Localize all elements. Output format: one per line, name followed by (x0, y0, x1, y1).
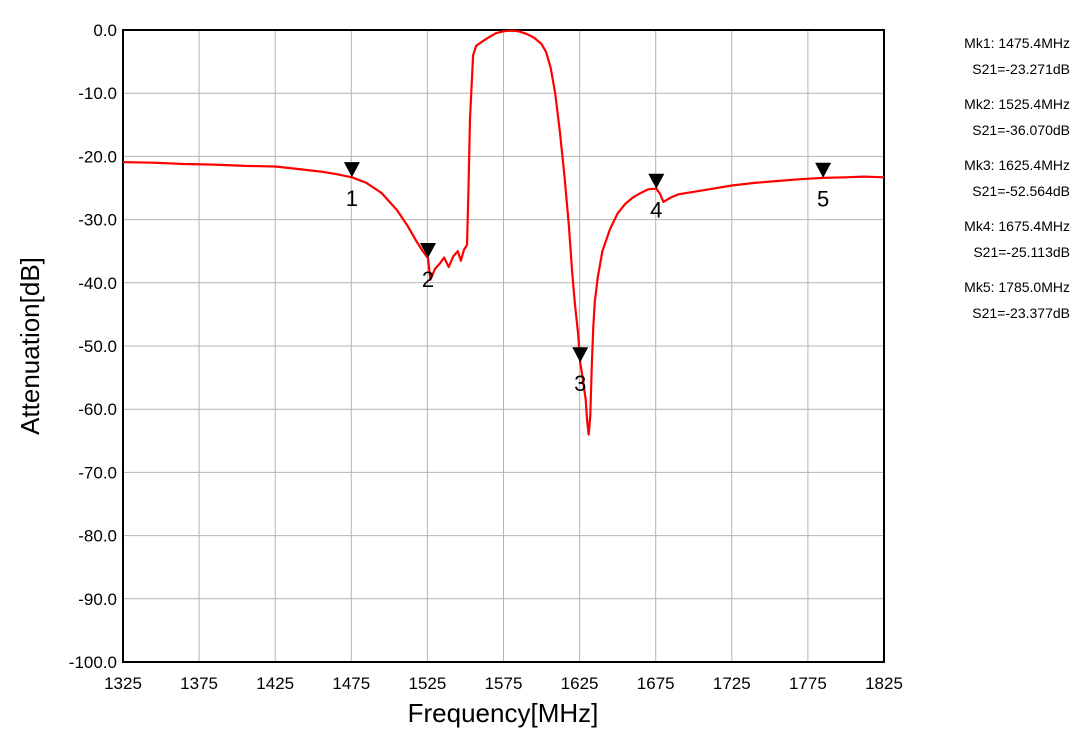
y-axis-title: Attenuation[dB] (15, 257, 45, 435)
y-tick-label: -70.0 (78, 463, 117, 482)
y-tick-label: -40.0 (78, 274, 117, 293)
readout-frequency: Mk2: 1525.4MHz (964, 96, 1070, 112)
marker-readouts: Mk1: 1475.4MHz S21=-23.271dB Mk2: 1525.4MH… (964, 35, 1070, 321)
marker-triangle (648, 173, 665, 189)
marker-label: 3 (574, 371, 586, 396)
readout-frequency: Mk3: 1625.4MHz (964, 157, 1070, 173)
readout-frequency: Mk4: 1675.4MHz (964, 218, 1070, 234)
x-tick-label: 1525 (408, 674, 446, 693)
readout-frequency: Mk5: 1785.0MHz (964, 279, 1070, 295)
marker-layer: 1 2 3 4 5 (343, 162, 832, 396)
y-tick-label: -20.0 (78, 147, 117, 166)
y-tick-label: -100.0 (69, 653, 117, 672)
y-tick-label: -50.0 (78, 337, 117, 356)
readout-frequency: Mk1: 1475.4MHz (964, 35, 1070, 51)
marker-triangle (815, 162, 832, 178)
readout-value: S21=-25.113dB (973, 244, 1070, 260)
x-tick-label: 1675 (637, 674, 675, 693)
x-tick-label: 1825 (865, 674, 903, 693)
x-tick-label: 1775 (789, 674, 827, 693)
x-tick-label: 1475 (332, 674, 370, 693)
y-tick-label: -90.0 (78, 590, 117, 609)
readout-value: S21=-23.377dB (972, 305, 1070, 321)
series-line (122, 29, 885, 436)
x-tick-label: 1725 (713, 674, 751, 693)
y-tick-label: -30.0 (78, 211, 117, 230)
readout-value: S21=-23.271dB (972, 61, 1070, 77)
y-tick-label: -10.0 (78, 84, 117, 103)
x-tick-label: 1575 (485, 674, 523, 693)
marker-label: 1 (346, 186, 358, 211)
y-tick-label: 0.0 (93, 21, 117, 40)
x-axis-title: Frequency[MHz] (408, 698, 599, 728)
marker-label: 2 (422, 267, 434, 292)
series-layer (122, 29, 885, 436)
readout-value: S21=-36.070dB (972, 122, 1070, 138)
x-tick-label: 1625 (561, 674, 599, 693)
y-tick-labels: 0.0 -10.0 -20.0 -30.0 -40.0 -50.0 -60.0 -70.0 -8… (69, 21, 117, 672)
x-tick-label: 1375 (180, 674, 218, 693)
marker-triangle (572, 347, 589, 363)
marker-label: 5 (817, 187, 829, 212)
y-tick-label: -60.0 (78, 400, 117, 419)
marker-triangle (343, 162, 360, 178)
readout-value: S21=-52.564dB (972, 183, 1070, 199)
x-tick-label: 1325 (104, 674, 142, 693)
marker-triangle (420, 242, 437, 258)
x-tick-label: 1425 (256, 674, 294, 693)
marker-label: 4 (650, 198, 662, 223)
plot-frame (122, 29, 885, 663)
y-tick-label: -80.0 (78, 527, 117, 546)
x-tick-labels: 1325 1375 1425 1475 1525 1575 1625 1675 1725 1775… (104, 674, 903, 693)
